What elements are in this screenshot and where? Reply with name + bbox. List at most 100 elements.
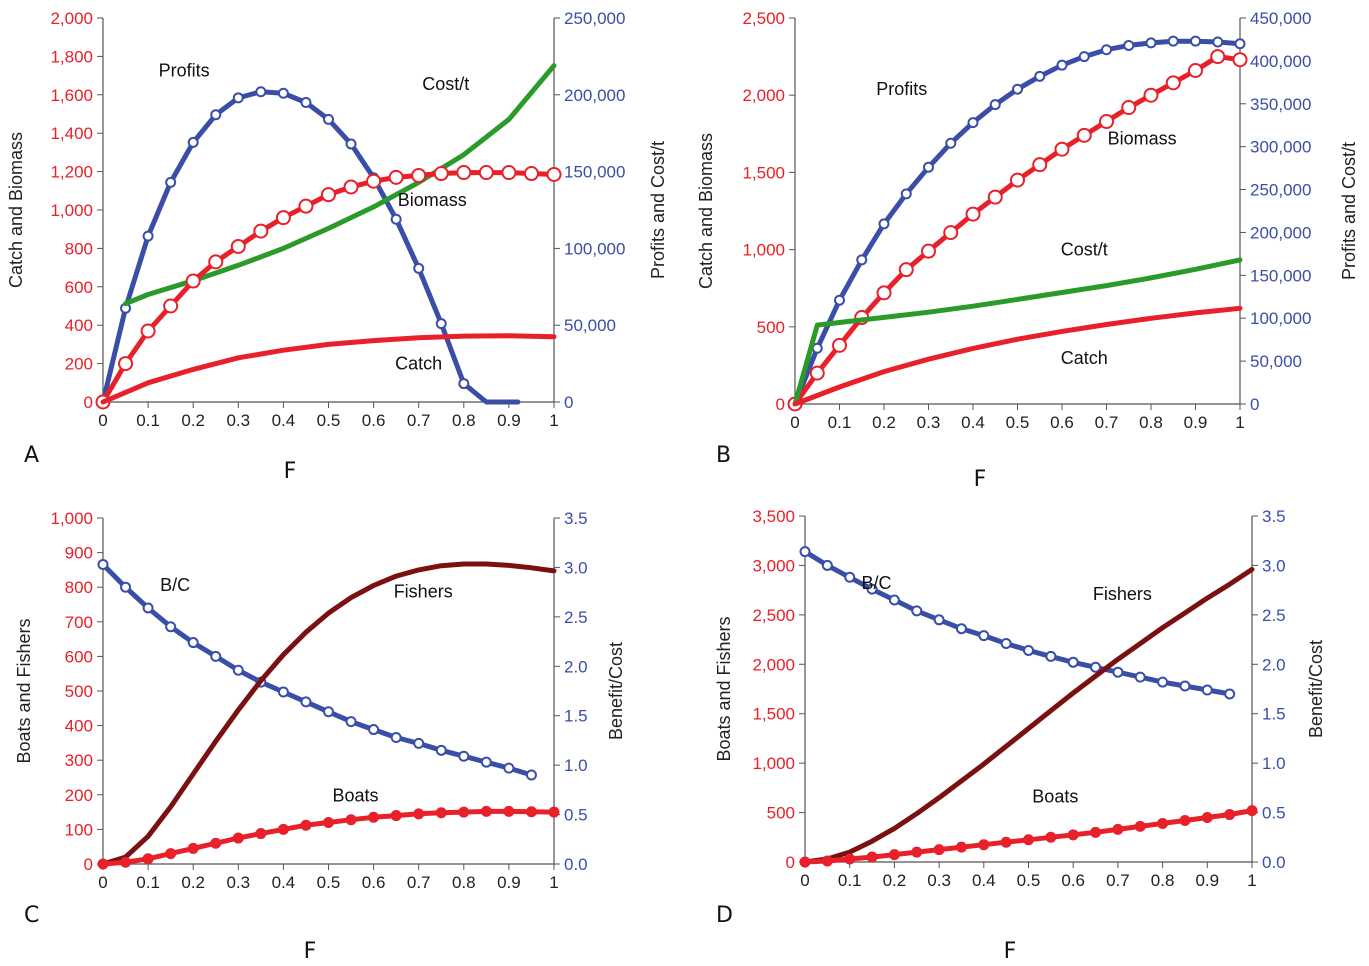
panel-a: 0 0.1 0.2 0.3 0.4 0.5 0.6 0.7 0.8 0.9 102004006008… [6,9,668,484]
x-tick-label: 0.3 [927,871,951,890]
data-point-profits [945,137,957,149]
x-tick-label: 0.7 [407,873,431,892]
x-tick-label: 0.9 [497,873,521,892]
x-tick-label: 0.1 [136,411,160,430]
panel-letter: D [716,903,733,928]
x-tick-label: 0.5 [1006,413,1030,432]
y-right-tick-label: 200,000 [564,86,625,105]
data-point-b-c [413,737,425,749]
data-point-b-c [933,614,945,626]
data-point-biomass [163,298,179,314]
data-point-profits [989,99,1001,111]
data-point-b-c [1157,676,1169,688]
data-point-b-c [97,558,109,570]
data-point-profits [1234,38,1246,50]
data-point-biomass [832,337,847,353]
data-point-b-c [390,731,402,743]
x-tick-label: 0.9 [1184,413,1208,432]
y-left-tick-label: 800 [65,239,93,258]
data-point-b-c [1045,650,1057,662]
series-line-b-c [100,562,534,778]
y-left-tick-label: 2,500 [742,9,785,28]
series-label-cost-t: Cost/t [422,74,469,94]
series-label-b-c: B/C [862,573,892,593]
data-point-b-c [978,630,990,642]
x-tick-label: 1 [1235,413,1244,432]
data-point-profits [142,230,154,242]
data-point-b-c [955,623,967,635]
data-point-biomass [140,323,156,339]
y-right-tick-label: 150,000 [564,163,625,182]
data-point-b-c [435,744,447,756]
y-right-tick-label: 3.0 [564,558,588,577]
data-point-biomass [366,173,382,189]
data-point-b-c [232,664,244,676]
y-left-tick-label: 100 [65,820,93,839]
panel-letter: A [24,443,39,468]
x-tick-label: 1 [1247,871,1256,890]
y-right-tick-label: 2.0 [564,657,588,676]
data-point-boats [187,842,199,854]
y-right-tick-label: 150,000 [1250,266,1311,285]
y-left-tick-label: 3,500 [752,507,795,526]
data-point-biomass [943,225,959,241]
y-right-tick-label: 2.0 [1262,655,1286,674]
data-point-profits [232,92,244,104]
data-point-boats [97,858,109,870]
data-point-profits [856,254,868,266]
y-right-tick-label: 300,000 [1250,138,1311,157]
x-tick-label: 0.3 [226,411,250,430]
x-tick-label: 0.4 [961,413,985,432]
y-left-axis-title: Boats and Fishers [714,616,734,761]
y-right-tick-label: 0.0 [564,855,588,874]
x-tick-label: 0.4 [972,871,996,890]
y-right-tick-label: 3.5 [1262,507,1286,526]
x-tick-label: 0.5 [317,411,341,430]
data-point-boats [368,811,380,823]
data-point-b-c [345,716,357,728]
series-line-fishers [802,566,1255,865]
data-point-profits [390,213,402,225]
x-tick-label: 0.7 [1106,871,1130,890]
data-point-b-c [300,696,312,708]
x-axis-title: F [284,459,297,484]
data-point-biomass [523,166,539,182]
data-point-b-c [480,756,492,768]
data-point-boats [413,808,425,820]
x-tick-label: 0.9 [1195,871,1219,890]
data-point-b-c [368,724,380,736]
data-point-boats [503,805,515,817]
data-point-profits [458,378,470,390]
data-point-boats [1157,817,1169,829]
data-point-profits [323,113,334,125]
data-point-profits [900,188,912,200]
data-point-b-c [844,571,856,583]
data-point-profits [165,176,177,188]
data-point-boats [255,828,267,840]
data-point-profits [1034,70,1046,82]
data-point-b-c [165,621,177,633]
x-tick-label: 0.8 [452,411,476,430]
x-axis-title: F [974,467,987,492]
data-point-boats [888,849,900,861]
data-point-boats [1067,829,1079,841]
data-point-biomass [809,365,825,381]
y-left-tick-label: 1,000 [50,201,93,220]
data-point-biomass [921,243,936,259]
y-left-tick-label: 1,200 [50,163,93,182]
series-label-b-c: B/C [160,575,190,595]
y-left-tick-label: 1,000 [752,754,795,773]
data-point-b-c [821,559,833,571]
y-right-axis-title: Profits and Cost/t [648,141,668,279]
data-point-biomass [965,206,981,222]
x-axis-title: F [304,939,317,964]
data-point-boats [548,806,560,818]
x-tick-label: 0.5 [1017,871,1041,890]
x-tick-label: 0.3 [917,413,941,432]
y-right-tick-label: 0.5 [1262,804,1286,823]
data-point-biomass [987,189,1003,205]
data-point-boats [1023,834,1034,846]
data-point-boats [1134,820,1146,832]
data-point-profits [967,117,979,129]
data-point-b-c [1000,638,1012,650]
